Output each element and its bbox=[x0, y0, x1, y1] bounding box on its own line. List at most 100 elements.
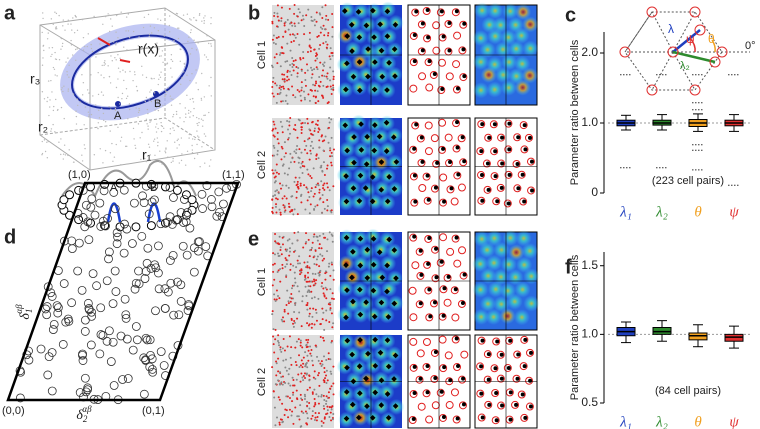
spike bbox=[271, 198, 274, 201]
spike bbox=[307, 324, 310, 327]
diamond bbox=[371, 122, 378, 128]
cube-dot bbox=[188, 133, 190, 136]
cube-dot bbox=[207, 59, 209, 61]
scatter-circle bbox=[109, 381, 119, 390]
spike bbox=[287, 28, 290, 31]
spike bbox=[304, 122, 307, 125]
cube-dot bbox=[164, 76, 166, 79]
spike bbox=[303, 98, 306, 101]
cube-dot bbox=[164, 117, 166, 119]
cube-dot bbox=[183, 71, 185, 73]
spike bbox=[327, 352, 330, 355]
spike bbox=[288, 396, 291, 399]
blob bbox=[500, 79, 517, 96]
spike bbox=[321, 363, 324, 366]
spike bbox=[314, 80, 317, 83]
cube-dot bbox=[101, 64, 103, 67]
cube-dot bbox=[198, 13, 201, 15]
spike bbox=[301, 300, 304, 303]
cube-dot bbox=[207, 42, 210, 45]
diamond bbox=[386, 174, 393, 180]
cube-dot bbox=[166, 91, 168, 93]
spike bbox=[286, 345, 289, 348]
spike bbox=[300, 325, 303, 328]
diamond bbox=[378, 299, 385, 306]
scatter-circle bbox=[168, 250, 178, 260]
scatter-circle bbox=[184, 300, 194, 309]
scatter-circle bbox=[52, 301, 62, 311]
cube-dot bbox=[100, 91, 103, 93]
spike bbox=[291, 376, 294, 379]
spike bbox=[314, 101, 317, 104]
spike bbox=[273, 123, 276, 126]
cube-dot bbox=[186, 74, 188, 76]
blob bbox=[352, 334, 369, 351]
spike bbox=[296, 15, 299, 18]
spike bbox=[315, 393, 318, 396]
cube-dot bbox=[158, 74, 161, 76]
cube-dot bbox=[210, 159, 212, 161]
cube-dot bbox=[137, 123, 140, 125]
scatter-circle bbox=[80, 222, 90, 232]
spike bbox=[330, 161, 333, 164]
spike bbox=[319, 61, 322, 64]
cube-dot bbox=[203, 54, 206, 56]
cube-dot bbox=[53, 68, 56, 70]
blob bbox=[506, 293, 523, 310]
spike bbox=[280, 100, 283, 103]
scatter-circle bbox=[15, 393, 25, 403]
ring-node bbox=[187, 205, 197, 215]
cube-dot bbox=[62, 25, 64, 27]
field-dot bbox=[419, 272, 424, 277]
blob bbox=[353, 3, 370, 20]
spike bbox=[330, 136, 333, 139]
field-dot bbox=[439, 9, 444, 14]
field-circle bbox=[409, 58, 418, 67]
cube-dot bbox=[75, 16, 78, 18]
spike bbox=[315, 154, 318, 157]
spike bbox=[316, 68, 319, 71]
spike bbox=[273, 181, 276, 184]
scatter-circle bbox=[109, 188, 119, 197]
cube-dot bbox=[54, 28, 57, 30]
scatter-circle bbox=[182, 208, 192, 217]
cube-dot bbox=[196, 116, 198, 119]
field-circle bbox=[513, 350, 522, 359]
spike bbox=[278, 254, 281, 257]
spike bbox=[272, 263, 275, 266]
cube-dot bbox=[187, 112, 190, 114]
spike bbox=[298, 90, 301, 93]
spike bbox=[283, 73, 286, 76]
field-circle bbox=[459, 158, 468, 167]
cube-dot bbox=[115, 31, 117, 33]
spike bbox=[320, 425, 323, 428]
field-dot bbox=[413, 199, 418, 204]
scatter-circle bbox=[156, 219, 166, 229]
spike bbox=[271, 206, 274, 209]
spike bbox=[329, 66, 332, 69]
field-dot bbox=[435, 160, 440, 165]
spike bbox=[289, 263, 292, 266]
spike bbox=[296, 185, 299, 188]
cube-dot bbox=[138, 109, 140, 112]
spike bbox=[326, 164, 329, 167]
spike bbox=[321, 63, 324, 66]
field-dot bbox=[454, 9, 459, 14]
spike bbox=[283, 413, 286, 416]
spike bbox=[311, 322, 314, 325]
scatter-circle bbox=[80, 315, 90, 325]
spike bbox=[315, 258, 318, 261]
blob bbox=[514, 79, 531, 96]
field-dot bbox=[500, 403, 505, 408]
spike bbox=[291, 62, 294, 65]
spike bbox=[317, 130, 320, 133]
spike bbox=[307, 285, 310, 288]
spike bbox=[294, 303, 297, 306]
spike bbox=[307, 93, 310, 96]
spike bbox=[317, 297, 320, 300]
cube-dot bbox=[134, 147, 137, 149]
spike bbox=[313, 18, 316, 21]
cube-dot bbox=[201, 72, 203, 75]
cube-dot bbox=[186, 94, 188, 97]
